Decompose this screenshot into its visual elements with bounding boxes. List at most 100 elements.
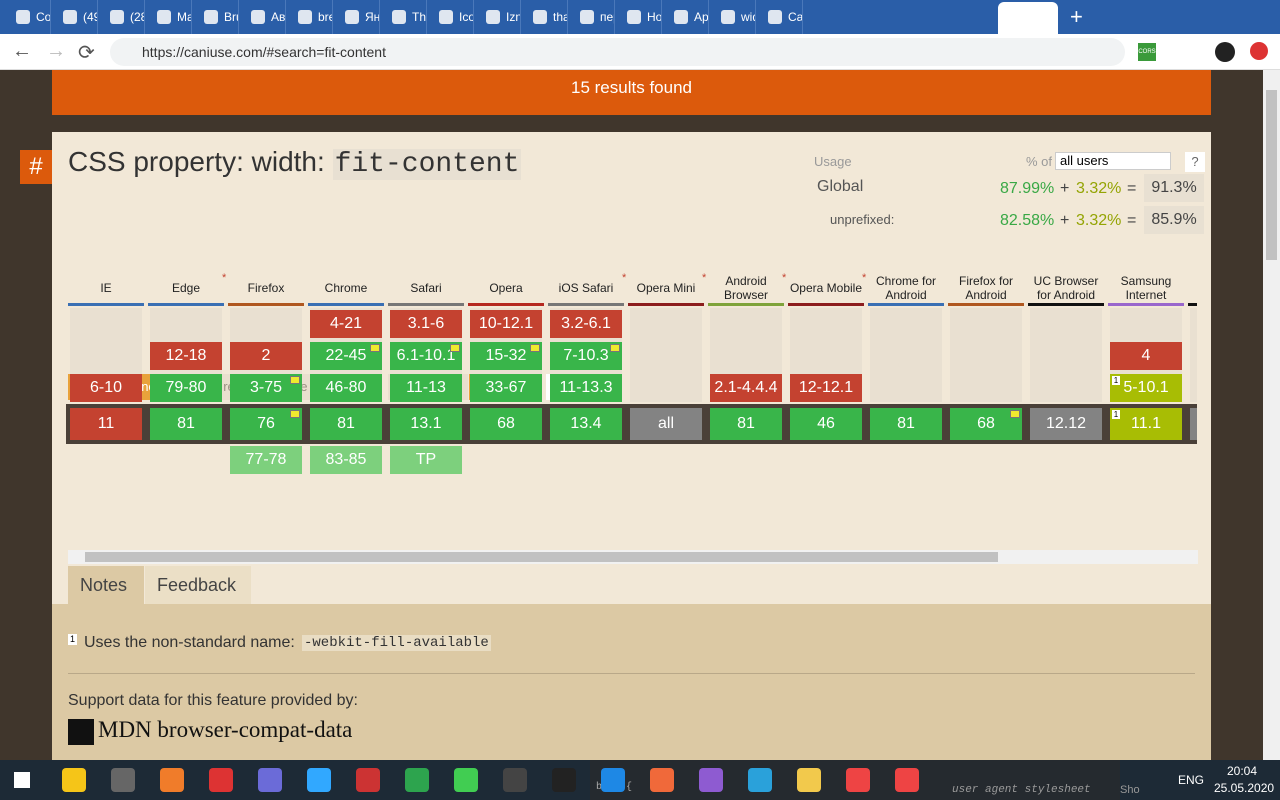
support-cell[interactable]: 81 <box>710 408 782 440</box>
support-cell[interactable]: 3.1-6 <box>390 310 462 338</box>
support-cell[interactable]: 68 <box>950 408 1022 440</box>
taskbar-icon[interactable] <box>748 768 772 792</box>
tab[interactable]: tha <box>525 0 568 34</box>
browser-name[interactable]: Edge <box>171 281 201 295</box>
tab[interactable]: Icor <box>431 0 474 34</box>
support-cell[interactable]: 13.1 <box>390 408 462 440</box>
support-cell[interactable]: 12-12.1 <box>790 374 862 402</box>
taskbar-icon[interactable] <box>601 768 625 792</box>
usage-scope[interactable]: all users <box>1055 152 1171 170</box>
omnibox[interactable] <box>110 38 1125 66</box>
taskbar-icon[interactable] <box>699 768 723 792</box>
support-cell[interactable]: 6.1-10.1 <box>390 342 462 370</box>
support-cell[interactable]: 11-13 <box>390 374 462 402</box>
support-cell[interactable]: 4-21 <box>310 310 382 338</box>
support-cell[interactable]: 81 <box>870 408 942 440</box>
tab[interactable]: Янд <box>337 0 380 34</box>
browser-name[interactable]: Opera Mobile <box>789 281 863 295</box>
tab[interactable]: Авт <box>243 0 286 34</box>
browser-name[interactable]: Chrome for Android <box>875 274 937 302</box>
active-tab[interactable] <box>998 2 1058 34</box>
support-cell[interactable]: 13.4 <box>550 408 622 440</box>
support-cell[interactable]: 11-13.3 <box>550 374 622 402</box>
support-cell[interactable]: 11.1 1 <box>1110 408 1182 440</box>
support-cell[interactable]: 11 <box>70 408 142 440</box>
browser-name[interactable]: Samsung Internet <box>1120 274 1172 302</box>
support-cell[interactable]: 83-85 <box>310 446 382 474</box>
back-icon[interactable]: ← <box>12 40 32 62</box>
new-tab[interactable]: + <box>1070 4 1083 29</box>
support-cell[interactable]: 3-75 <box>230 374 302 402</box>
clock-date[interactable]: 25.05.2020 <box>1214 781 1275 795</box>
extension[interactable]: CORS <box>1138 43 1156 61</box>
support-cell[interactable]: 3.2-6.1 <box>550 310 622 338</box>
scrollbar[interactable] <box>1263 70 1280 760</box>
browser-name[interactable]: C <box>1188 281 1197 295</box>
forward-icon[interactable]: → <box>46 40 66 62</box>
tab[interactable]: Ma <box>149 0 192 34</box>
notes-tab[interactable]: Notes <box>68 566 144 604</box>
taskbar-icon[interactable] <box>552 768 576 792</box>
taskbar-icon[interactable] <box>62 768 86 792</box>
taskbar-icon[interactable] <box>454 768 478 792</box>
support-cell[interactable]: 7-10.3 <box>550 342 622 370</box>
tab[interactable]: Izna <box>478 0 521 34</box>
support-cell[interactable]: 12-18 <box>150 342 222 370</box>
tab[interactable]: пер <box>572 0 615 34</box>
language[interactable]: ENG <box>1178 773 1205 787</box>
support-cell[interactable]: 68 <box>470 408 542 440</box>
support-cell[interactable] <box>1190 408 1197 440</box>
browser-name[interactable]: Opera Mini <box>636 281 696 295</box>
browser-name[interactable]: Safari <box>410 281 442 295</box>
support-cell[interactable]: 46 <box>790 408 862 440</box>
support-cell[interactable]: 76 <box>230 408 302 440</box>
tab[interactable]: The <box>384 0 427 34</box>
tab[interactable]: Coc <box>8 0 51 34</box>
support-cell[interactable]: 22-45 <box>310 342 382 370</box>
browser-name[interactable]: UC Browser for Android <box>1033 274 1099 302</box>
support-cell[interactable]: 2.1-4.4.4 <box>710 374 782 402</box>
taskbar-icon[interactable] <box>405 768 429 792</box>
browser-name[interactable]: Chrome <box>324 281 368 295</box>
taskbar-icon[interactable] <box>307 768 331 792</box>
anchor[interactable]: # <box>20 150 52 184</box>
support-cell[interactable]: 79-80 <box>150 374 222 402</box>
taskbar-icon[interactable] <box>503 768 527 792</box>
support-cell[interactable]: 12.12 <box>1030 408 1102 440</box>
support-cell[interactable]: 81 <box>310 408 382 440</box>
tab[interactable]: wid <box>713 0 756 34</box>
tab[interactable]: (28 <box>102 0 145 34</box>
support-cell[interactable]: 33-67 <box>470 374 542 402</box>
browser-name[interactable]: Android Browser <box>723 274 768 302</box>
taskbar-icon[interactable] <box>650 768 674 792</box>
browser-name[interactable]: iOS Safari <box>558 281 614 295</box>
browser-name[interactable]: Opera <box>489 281 523 295</box>
support-cell[interactable]: 4 <box>1110 342 1182 370</box>
browser-name[interactable]: IE <box>100 281 112 295</box>
scroll-thumb[interactable] <box>1266 90 1277 260</box>
start-button[interactable] <box>14 772 30 788</box>
taskbar-icon[interactable] <box>846 768 870 792</box>
support-cell[interactable]: 15-32 <box>470 342 542 370</box>
support-cell[interactable]: 6-10 <box>70 374 142 402</box>
avatar[interactable] <box>1215 42 1235 62</box>
tab[interactable]: Новая с <box>619 0 662 34</box>
reload-icon[interactable]: ⟳ <box>78 42 95 64</box>
support-cell[interactable]: 10-12.1 <box>470 310 542 338</box>
tab[interactable]: Bru <box>196 0 239 34</box>
taskbar-icon[interactable] <box>111 768 135 792</box>
taskbar-icon[interactable] <box>797 768 821 792</box>
taskbar-icon[interactable] <box>258 768 282 792</box>
tab[interactable]: Apa <box>666 0 709 34</box>
tab[interactable]: bre <box>290 0 333 34</box>
notes-tab[interactable]: Feedback <box>145 566 251 604</box>
support-cell[interactable]: all <box>630 408 702 440</box>
support-cell[interactable]: 2 <box>230 342 302 370</box>
taskbar-icon[interactable] <box>160 768 184 792</box>
clock-time[interactable]: 20:04 <box>1227 764 1258 778</box>
h-scroll-thumb[interactable] <box>85 552 998 562</box>
update-icon[interactable] <box>1250 42 1268 60</box>
tab[interactable]: Car <box>760 0 803 34</box>
support-cell[interactable]: 46-80 <box>310 374 382 402</box>
tab[interactable]: (49 <box>55 0 98 34</box>
